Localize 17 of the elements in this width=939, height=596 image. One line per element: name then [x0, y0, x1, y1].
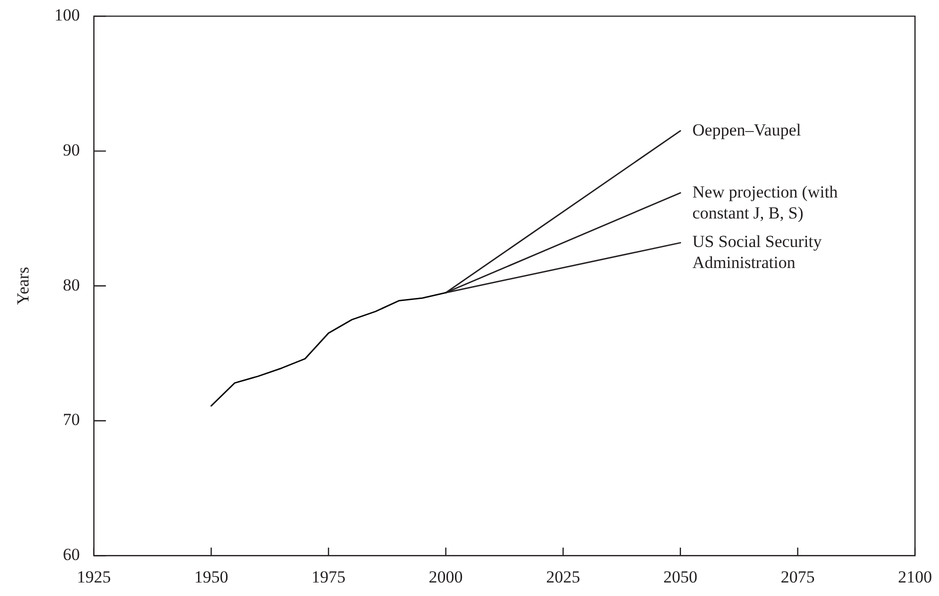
x-tick-label: 1925: [76, 567, 111, 586]
y-tick-label: 70: [62, 410, 80, 430]
x-tick-label: 2025: [546, 567, 580, 586]
y-tick-label: 100: [54, 6, 80, 25]
x-tick-label: 2050: [663, 567, 698, 586]
series-label: Oeppen–Vaupel: [692, 120, 802, 140]
x-tick-label: 1975: [312, 567, 346, 586]
x-tick-label: 2075: [780, 567, 815, 586]
x-tick-label: 2100: [898, 567, 932, 586]
x-tick-label: 2000: [428, 567, 463, 586]
y-tick-label: 80: [62, 275, 80, 294]
y-axis-title: Years: [14, 266, 33, 305]
series-label: US Social Security Administration: [692, 232, 822, 272]
x-tick-label: 1950: [194, 567, 228, 586]
y-tick-label: 90: [62, 140, 80, 160]
series-label: New projection (with constant J, B, S): [692, 182, 838, 222]
y-tick-label: 60: [62, 545, 80, 564]
